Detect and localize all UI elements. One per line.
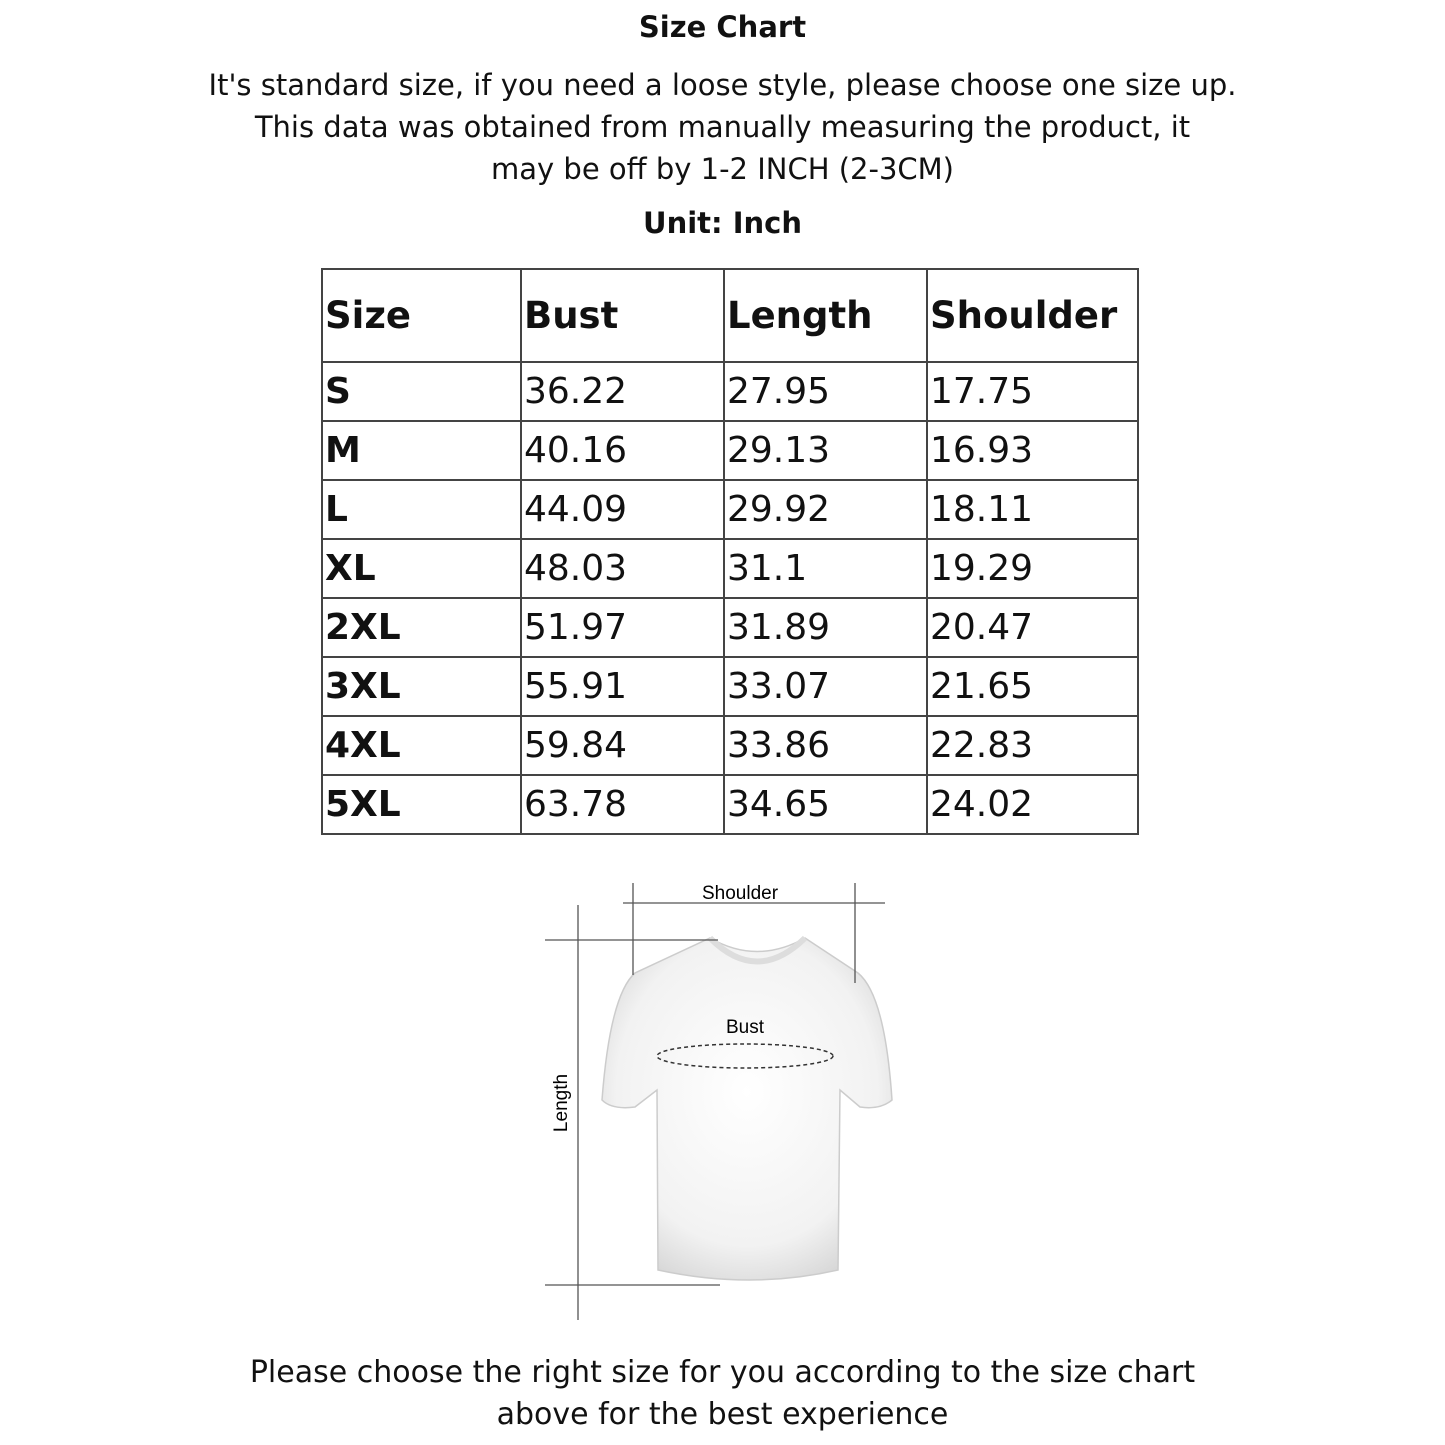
- bust-cell: 51.97: [520, 597, 725, 658]
- header-shoulder: Shoulder: [926, 268, 1139, 363]
- size-cell: L: [321, 479, 522, 540]
- shoulder-cell: 18.11: [926, 479, 1139, 540]
- header-size: Size: [321, 268, 522, 363]
- size-cell: XL: [321, 538, 522, 599]
- tshirt-measurement-diagram: Shoulder Bust Length: [545, 883, 893, 1320]
- table-row: L 44.09 29.92 18.11: [321, 479, 1139, 540]
- bust-label: Bust: [726, 1017, 765, 1038]
- length-cell: 31.1: [723, 538, 928, 599]
- shoulder-cell: 24.02: [926, 774, 1139, 835]
- table-row: XL 48.03 31.1 19.29: [321, 538, 1139, 599]
- length-cell: 33.86: [723, 715, 928, 776]
- footer-line: Please choose the right size for you acc…: [249, 1355, 1196, 1390]
- bust-cell: 40.16: [520, 420, 725, 481]
- header-bust: Bust: [520, 268, 725, 363]
- shoulder-cell: 20.47: [926, 597, 1139, 658]
- length-cell: 33.07: [723, 656, 928, 717]
- bust-cell: 63.78: [520, 774, 725, 835]
- length-cell: 31.89: [723, 597, 928, 658]
- bust-cell: 59.84: [520, 715, 725, 776]
- table-row: 2XL 51.97 31.89 20.47: [321, 597, 1139, 658]
- unit-label: Unit: Inch: [643, 206, 802, 240]
- shoulder-label: Shoulder: [702, 883, 779, 904]
- intro-line: may be off by 1-2 INCH (2-3CM): [491, 152, 954, 186]
- page-title: Size Chart: [638, 10, 807, 44]
- shoulder-cell: 19.29: [926, 538, 1139, 599]
- shoulder-cell: 16.93: [926, 420, 1139, 481]
- bust-cell: 55.91: [520, 656, 725, 717]
- bust-cell: 48.03: [520, 538, 725, 599]
- length-cell: 27.95: [723, 361, 928, 422]
- table-row: S 36.22 27.95 17.75: [321, 361, 1139, 422]
- tshirt-shape: [601, 937, 893, 1281]
- size-cell: M: [321, 420, 522, 481]
- length-cell: 29.13: [723, 420, 928, 481]
- bust-cell: 44.09: [520, 479, 725, 540]
- size-cell: 3XL: [321, 656, 522, 717]
- bust-cell: 36.22: [520, 361, 725, 422]
- intro-line: It's standard size, if you need a loose …: [208, 68, 1237, 102]
- length-cell: 29.92: [723, 479, 928, 540]
- table-row: M 40.16 29.13 16.93: [321, 420, 1139, 481]
- header-length: Length: [723, 268, 928, 363]
- length-label: Length: [551, 1074, 572, 1132]
- measurement-lines: [545, 883, 885, 1320]
- size-cell: 2XL: [321, 597, 522, 658]
- table-row: 5XL 63.78 34.65 24.02: [321, 774, 1139, 835]
- shoulder-cell: 21.65: [926, 656, 1139, 717]
- footer-text: Please choose the right size for you acc…: [0, 1352, 1445, 1436]
- footer-line: above for the best experience: [496, 1397, 949, 1432]
- table-header-row: Size Bust Length Shoulder: [321, 268, 1139, 363]
- size-table: Size Bust Length Shoulder S 36.22 27.95 17.…: [321, 268, 1139, 835]
- shoulder-cell: 22.83: [926, 715, 1139, 776]
- intro-text: It's standard size, if you need a loose …: [0, 64, 1445, 190]
- intro-line: This data was obtained from manually mea…: [254, 110, 1191, 144]
- size-cell: 5XL: [321, 774, 522, 835]
- tshirt-collar: [707, 935, 808, 965]
- size-cell: 4XL: [321, 715, 522, 776]
- bust-ellipse: [656, 1043, 834, 1069]
- size-cell: S: [321, 361, 522, 422]
- table-row: 3XL 55.91 33.07 21.65: [321, 656, 1139, 717]
- length-cell: 34.65: [723, 774, 928, 835]
- shoulder-cell: 17.75: [926, 361, 1139, 422]
- table-row: 4XL 59.84 33.86 22.83: [321, 715, 1139, 776]
